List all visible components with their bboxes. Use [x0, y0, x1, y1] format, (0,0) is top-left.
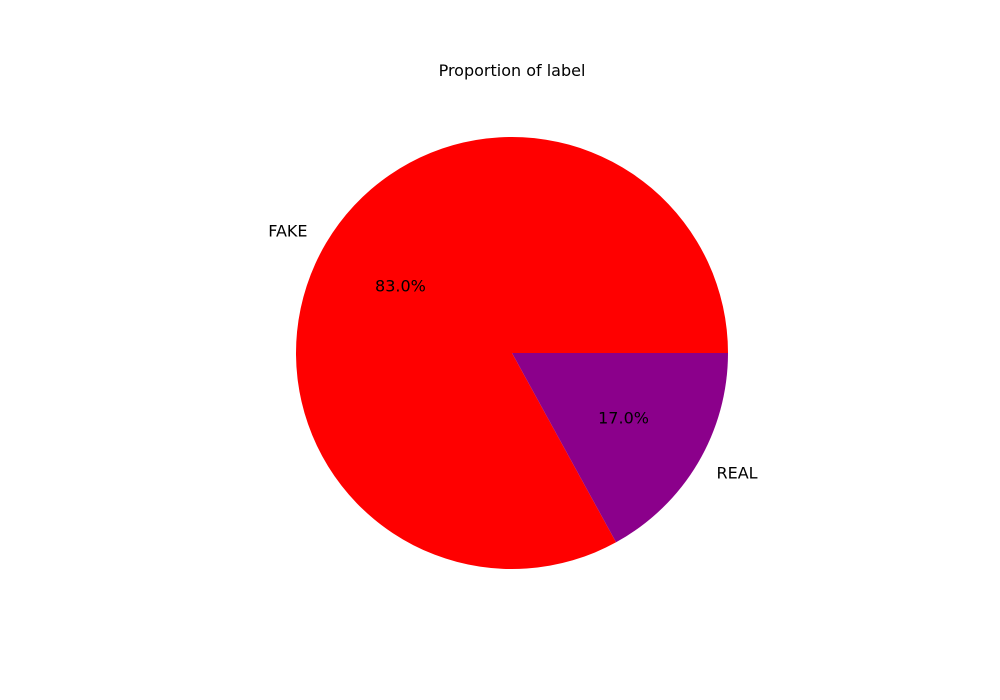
chart-title: Proportion of label — [439, 61, 586, 80]
pie-slice-real — [512, 353, 728, 543]
slice-label-real: REAL — [717, 463, 758, 482]
pie-labels: FAKE 83.0% REAL 17.0% — [268, 222, 757, 483]
slice-percent-fake: 83.0% — [375, 277, 426, 296]
pie-slices — [296, 137, 728, 569]
slice-percent-real: 17.0% — [598, 408, 649, 427]
slice-label-fake: FAKE — [268, 222, 307, 241]
